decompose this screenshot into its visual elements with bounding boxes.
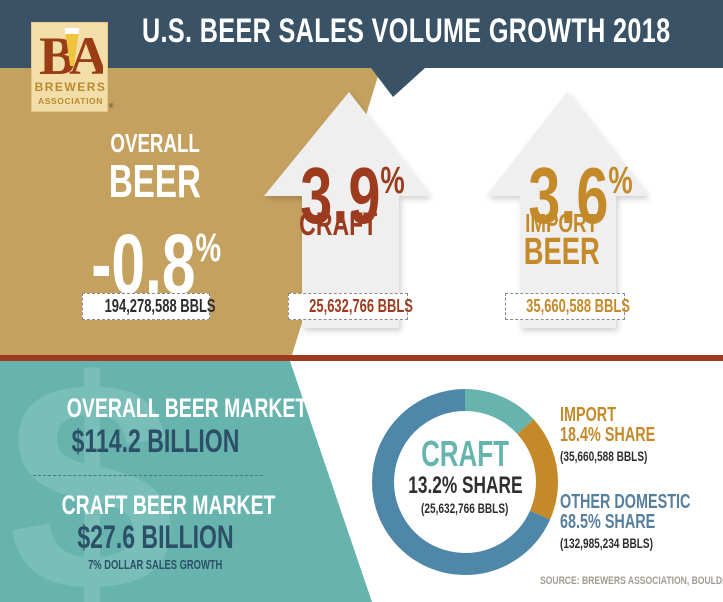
overall-market-value: $114.2 BILLION xyxy=(71,423,239,459)
craft-label: CRAFT xyxy=(298,206,378,242)
craft-dollar-growth: 7% DOLLAR SALES GROWTH xyxy=(87,557,223,572)
header-band xyxy=(0,0,723,97)
craft-growth-value: 3.9% xyxy=(300,151,406,240)
legend-import-share: 18.4% SHARE xyxy=(560,424,656,446)
brewers-association-logo: B A BREWERS ASSOCIATION xyxy=(31,22,108,112)
overall-bbls-badge: 194,278,588 BBLS xyxy=(82,293,216,320)
donut-center-share: 13.2% SHARE xyxy=(407,472,523,499)
logo-text-association: ASSOCIATION xyxy=(37,96,103,106)
craft-market-value: $27.6 BILLION xyxy=(76,519,234,555)
beer-glass-logo-icon: B A xyxy=(39,26,103,78)
teal-panel xyxy=(0,361,372,602)
legend-other-bbls: (132,985,234 BBLS) xyxy=(560,535,654,551)
legend-import-title: IMPORT xyxy=(560,404,617,426)
donut-center-title: CRAFT xyxy=(421,433,509,474)
source-note: SOURCE: BREWERS ASSOCIATION, BOULDER CO xyxy=(540,575,723,587)
craft-bbls-badge: 25,632,766 BBLS xyxy=(288,293,413,320)
dollar-watermark-icon: $ xyxy=(8,318,175,602)
donut-slice-import xyxy=(372,389,558,575)
beer-label: BEER xyxy=(108,155,202,207)
overall-market-label: OVERALL BEER MARKET xyxy=(66,393,308,423)
donut-slice-other-domestic xyxy=(372,389,558,575)
craft-market-label: CRAFT BEER MARKET xyxy=(61,490,276,520)
legend-import-bbls: (35,660,588 BBLS) xyxy=(560,448,648,464)
logo-text-brewers: BREWERS xyxy=(34,80,107,94)
legend-other-share: 68.5% SHARE xyxy=(560,511,656,533)
donut-center-bbls: (25,632,766 BBLS) xyxy=(421,500,509,516)
svg-text:A: A xyxy=(69,26,103,78)
market-divider xyxy=(33,475,263,476)
import-bbls-badge: 35,660,588 BBLS xyxy=(505,293,630,320)
section-divider xyxy=(0,355,723,361)
registered-mark: ® xyxy=(109,104,114,110)
overall-label: OVERALL xyxy=(110,128,200,158)
craft-arrow-icon xyxy=(264,92,430,328)
import-beer-label: BEER xyxy=(523,231,601,273)
gold-panel xyxy=(0,60,383,355)
overall-growth-value: -0.8% xyxy=(91,217,222,311)
import-label: IMPORT xyxy=(525,208,599,238)
import-growth-value: 3.6% xyxy=(528,151,634,240)
legend-other-title: OTHER DOMESTIC xyxy=(560,491,691,513)
market-share-donut-chart xyxy=(372,389,558,575)
page-title: U.S. BEER SALES VOLUME GROWTH 2018 xyxy=(142,12,671,50)
import-arrow-icon xyxy=(486,92,648,328)
